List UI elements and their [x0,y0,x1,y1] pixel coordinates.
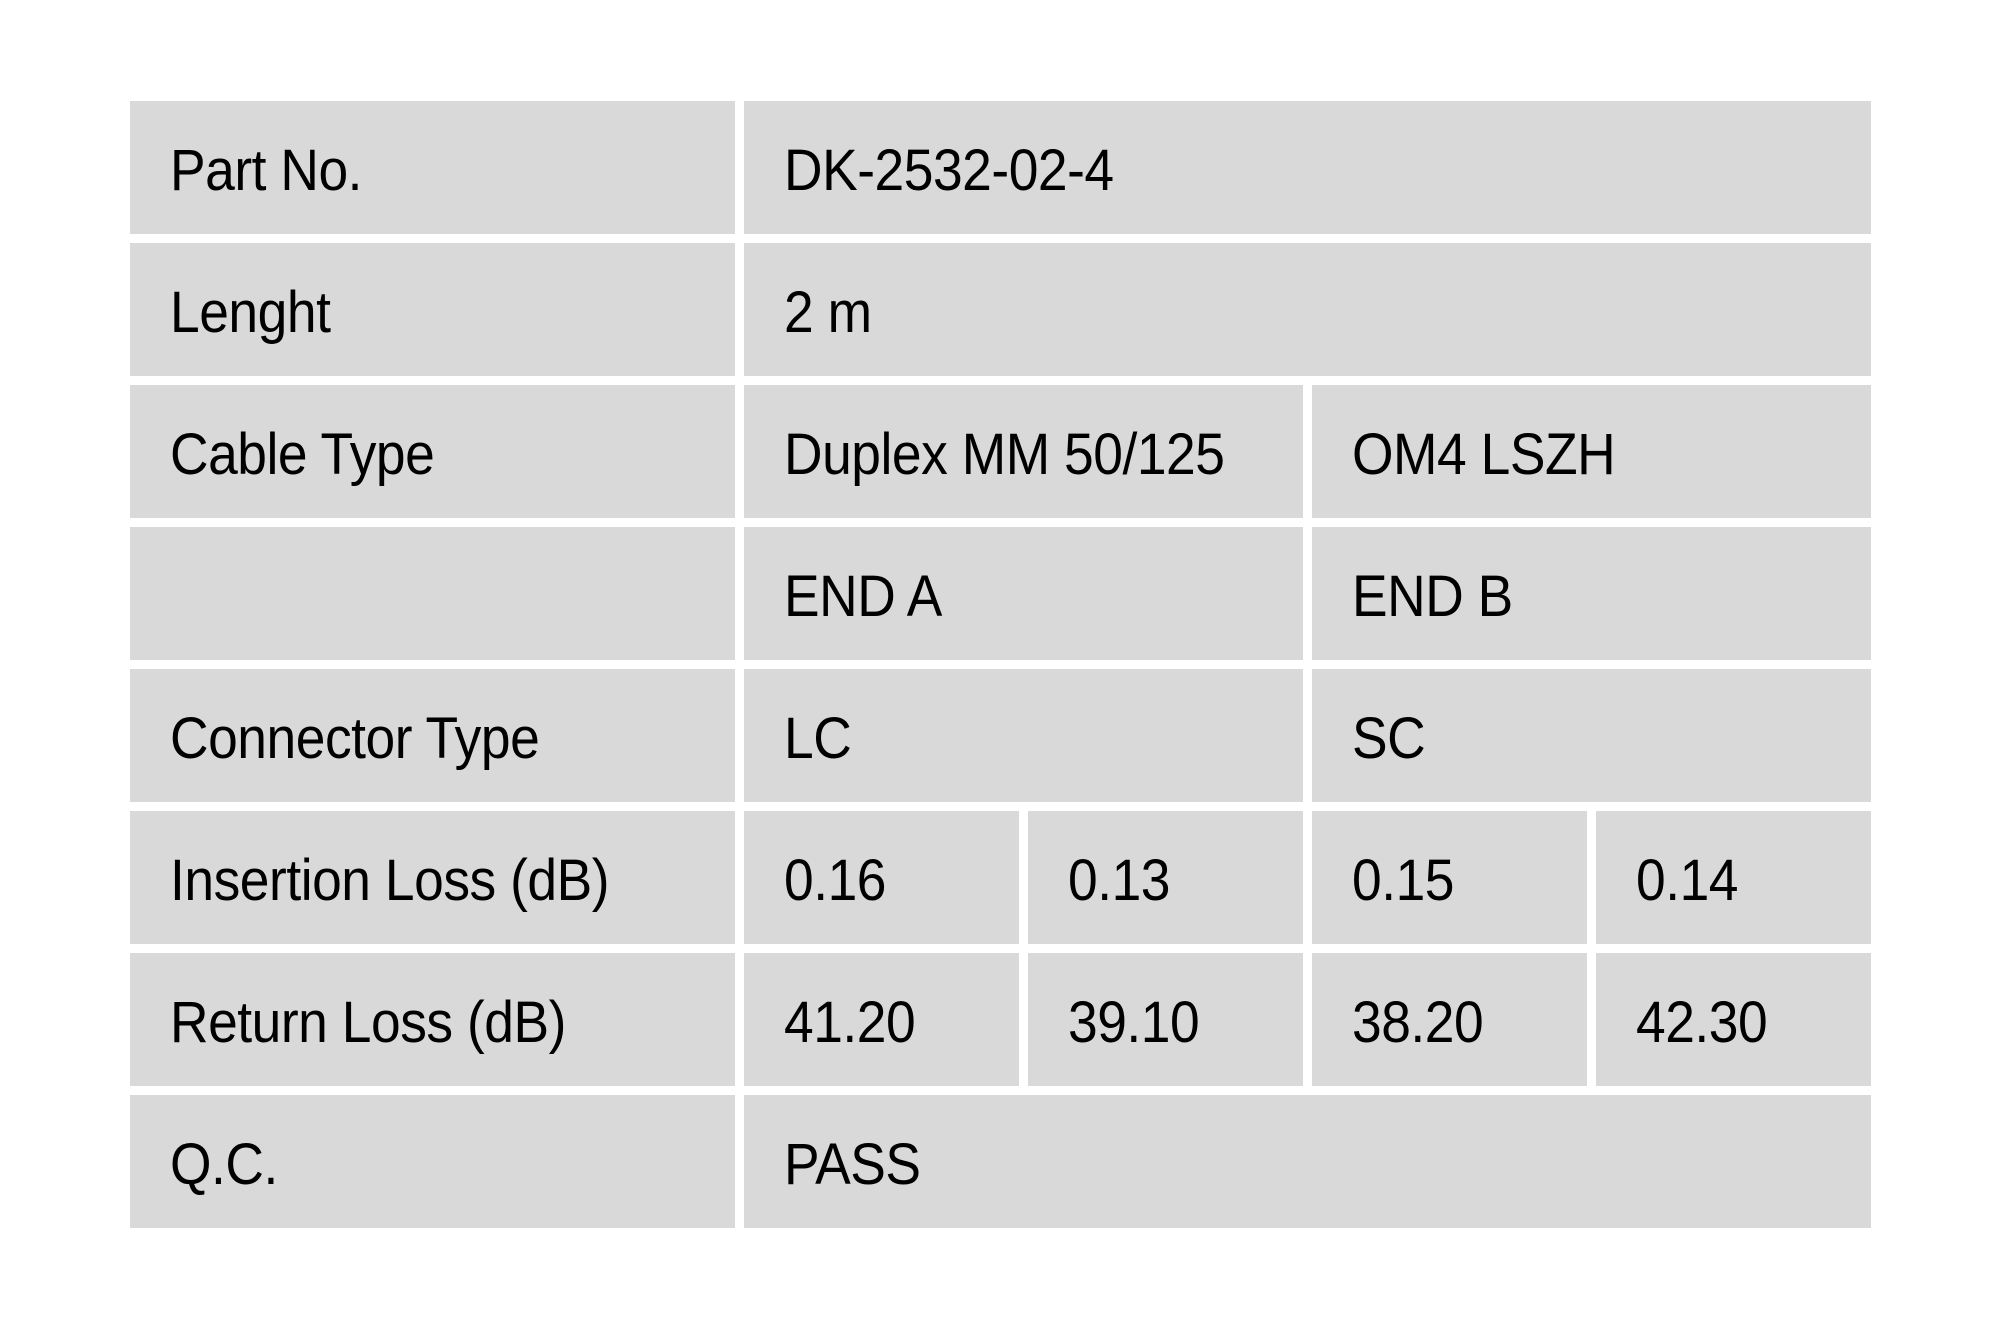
connector-type-end-a: LC [784,706,852,771]
cable-type-value-a-cell: Duplex MM 50/125 [744,385,1303,518]
insertion-loss-b2: 0.14 [1636,848,1739,913]
return-loss-label-cell: Return Loss (dB) [130,953,735,1086]
empty-spacer-cell [130,527,735,660]
insertion-loss-a2: 0.13 [1068,848,1171,913]
end-b-header: END B [1352,564,1513,629]
cable-type-label-cell: Cable Type [130,385,735,518]
insertion-loss-label: Insertion Loss (dB) [170,848,610,913]
cable-type-value-b: OM4 LSZH [1352,422,1616,487]
return-loss-a2: 39.10 [1068,990,1200,1055]
connector-type-label-cell: Connector Type [130,669,735,802]
insertion-loss-label-cell: Insertion Loss (dB) [130,811,735,944]
part-no-label-cell: Part No. [130,101,735,234]
connector-type-end-b-cell: SC [1312,669,1871,802]
length-value-cell: 2 m [744,243,1871,376]
cable-type-value-b-cell: OM4 LSZH [1312,385,1871,518]
qc-label-cell: Q.C. [130,1095,735,1228]
qc-label: Q.C. [170,1132,278,1197]
part-no-label: Part No. [170,138,363,203]
return-loss-a2-cell: 39.10 [1028,953,1303,1086]
return-loss-a1: 41.20 [784,990,916,1055]
qc-result-cell: PASS [744,1095,1871,1228]
insertion-loss-b1-cell: 0.15 [1312,811,1587,944]
length-label-cell: Lenght [130,243,735,376]
length-label: Lenght [170,280,331,345]
cable-type-value-a: Duplex MM 50/125 [784,422,1225,487]
insertion-loss-a1: 0.16 [784,848,887,913]
part-no-value-cell: DK-2532-02-4 [744,101,1871,234]
return-loss-b1-cell: 38.20 [1312,953,1587,1086]
length-value: 2 m [784,280,872,345]
cable-type-label: Cable Type [170,422,435,487]
return-loss-label: Return Loss (dB) [170,990,566,1055]
insertion-loss-a1-cell: 0.16 [744,811,1019,944]
connector-type-end-a-cell: LC [744,669,1303,802]
connector-type-label: Connector Type [170,706,540,771]
end-a-header-cell: END A [744,527,1303,660]
return-loss-b2-cell: 42.30 [1596,953,1871,1086]
qc-result-value: PASS [784,1132,921,1197]
connector-type-end-b: SC [1352,706,1426,771]
insertion-loss-a2-cell: 0.13 [1028,811,1303,944]
end-a-header: END A [784,564,942,629]
end-b-header-cell: END B [1312,527,1871,660]
insertion-loss-b2-cell: 0.14 [1596,811,1871,944]
return-loss-b2: 42.30 [1636,990,1768,1055]
part-no-value: DK-2532-02-4 [784,138,1114,203]
spec-table: Part No. DK-2532-02-4 Lenght 2 m Cable T… [130,101,1871,1228]
insertion-loss-b1: 0.15 [1352,848,1455,913]
return-loss-a1-cell: 41.20 [744,953,1019,1086]
return-loss-b1: 38.20 [1352,990,1484,1055]
